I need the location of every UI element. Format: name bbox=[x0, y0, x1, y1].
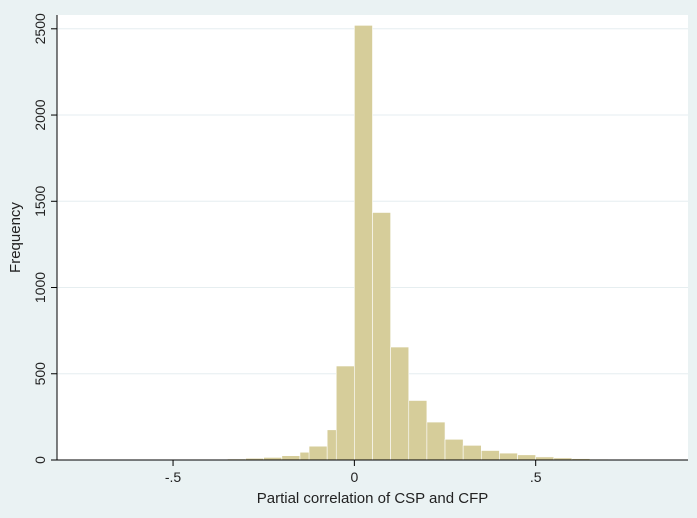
histogram-bar bbox=[445, 439, 463, 460]
histogram-bar bbox=[409, 400, 427, 460]
histogram-bar bbox=[499, 453, 517, 460]
histogram-bar bbox=[336, 366, 354, 460]
x-tick-label: .5 bbox=[530, 469, 542, 485]
x-tick-label: 0 bbox=[350, 469, 358, 485]
histogram-bar bbox=[309, 446, 327, 460]
histogram-bar bbox=[354, 25, 372, 460]
y-tick-label: 2500 bbox=[32, 13, 48, 44]
y-tick-label: 0 bbox=[32, 456, 48, 464]
x-tick-label: -.5 bbox=[165, 469, 182, 485]
histogram-bar bbox=[481, 451, 499, 460]
y-tick-label: 2000 bbox=[32, 99, 48, 130]
y-axis-title: Frequency bbox=[7, 202, 24, 273]
histogram-bar bbox=[391, 347, 409, 460]
histogram-bar bbox=[463, 445, 481, 460]
y-tick-label: 500 bbox=[32, 362, 48, 386]
y-tick-label: 1000 bbox=[32, 272, 48, 303]
histogram-bar bbox=[518, 455, 536, 460]
x-axis-title: Partial correlation of CSP and CFP bbox=[257, 490, 489, 507]
y-tick-label: 1500 bbox=[32, 185, 48, 216]
histogram-bar bbox=[282, 456, 300, 460]
histogram-bar bbox=[427, 422, 445, 460]
histogram-bar bbox=[373, 212, 391, 460]
